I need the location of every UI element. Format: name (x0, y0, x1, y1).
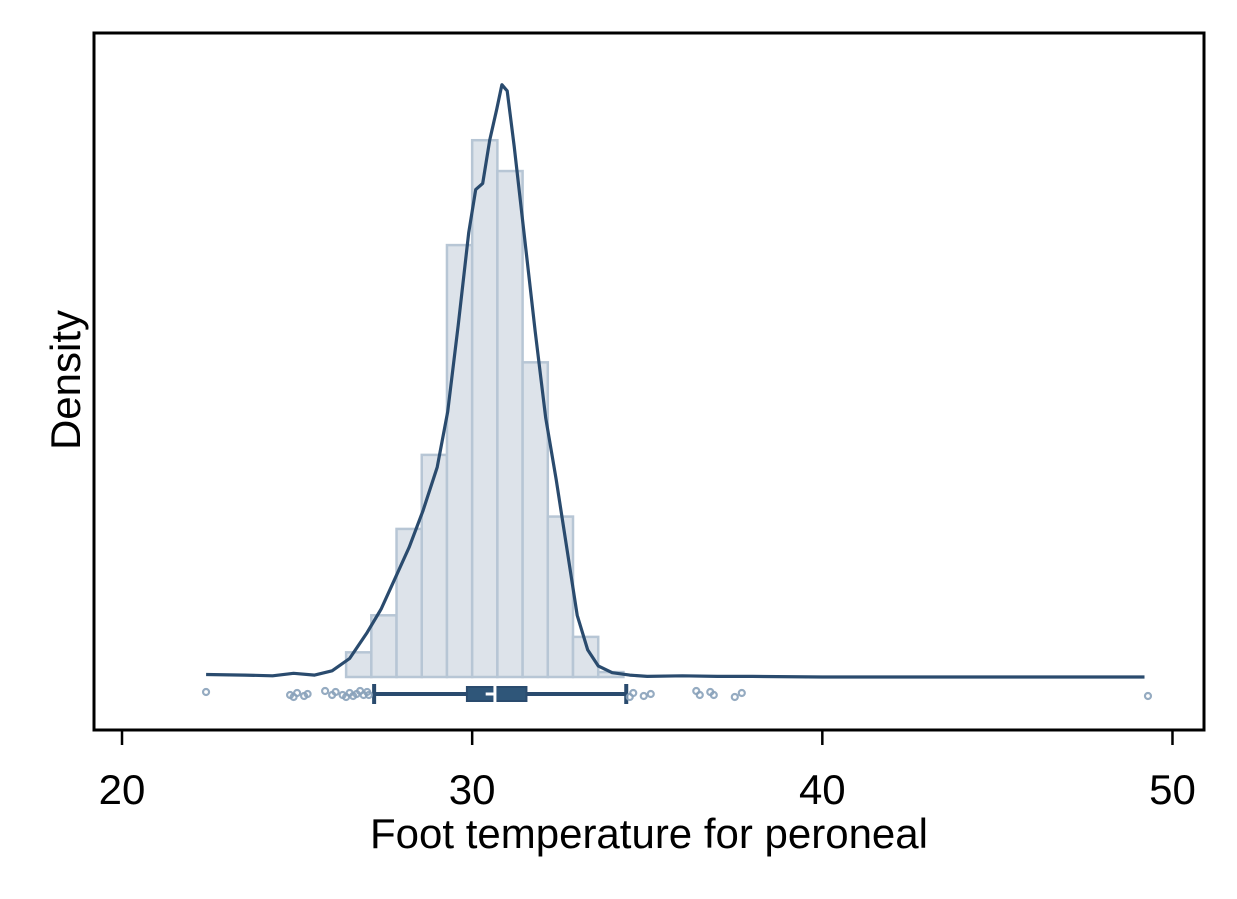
histogram-bar (420, 453, 449, 679)
boxplot-outlier (321, 686, 330, 696)
histogram-bar (546, 515, 575, 679)
histogram-bar (521, 361, 550, 679)
x-axis: 20 30 40 50 (99, 730, 1196, 813)
boxplot-box (465, 686, 528, 702)
y-axis-label: Density (42, 310, 89, 450)
plot-frame (92, 31, 1206, 732)
boxplot-outlier (201, 687, 211, 697)
x-tick-label: 20 (99, 766, 146, 813)
x-tick-label: 30 (449, 766, 496, 813)
histogram-bar (470, 138, 499, 679)
boxplot-outlier (303, 689, 312, 699)
boxplot-outlier (646, 689, 655, 699)
boxplot-outlier (695, 690, 704, 700)
histogram-bar (496, 169, 524, 679)
boxplot-outlier (639, 691, 648, 701)
histogram-bar (395, 527, 423, 679)
boxplot-outlier (292, 688, 302, 698)
boxplot-outlier (730, 692, 739, 702)
x-tick-label: 50 (1149, 766, 1196, 813)
boxplot-outlier (331, 687, 340, 697)
x-tick-label: 40 (799, 766, 846, 813)
boxplot (201, 683, 1153, 705)
boxplot-outlier (1143, 691, 1153, 701)
histogram-bars (344, 138, 625, 679)
histogram-bar (370, 614, 398, 679)
x-axis-label: Foot temperature for peroneal (370, 810, 928, 857)
boxplot-outlier (737, 688, 746, 698)
boxplot-outlier (364, 690, 373, 700)
boxplot-outlier (709, 690, 718, 700)
boxplot-outlier (629, 688, 638, 698)
density-line (206, 83, 1145, 679)
histogram-bar (445, 243, 474, 679)
